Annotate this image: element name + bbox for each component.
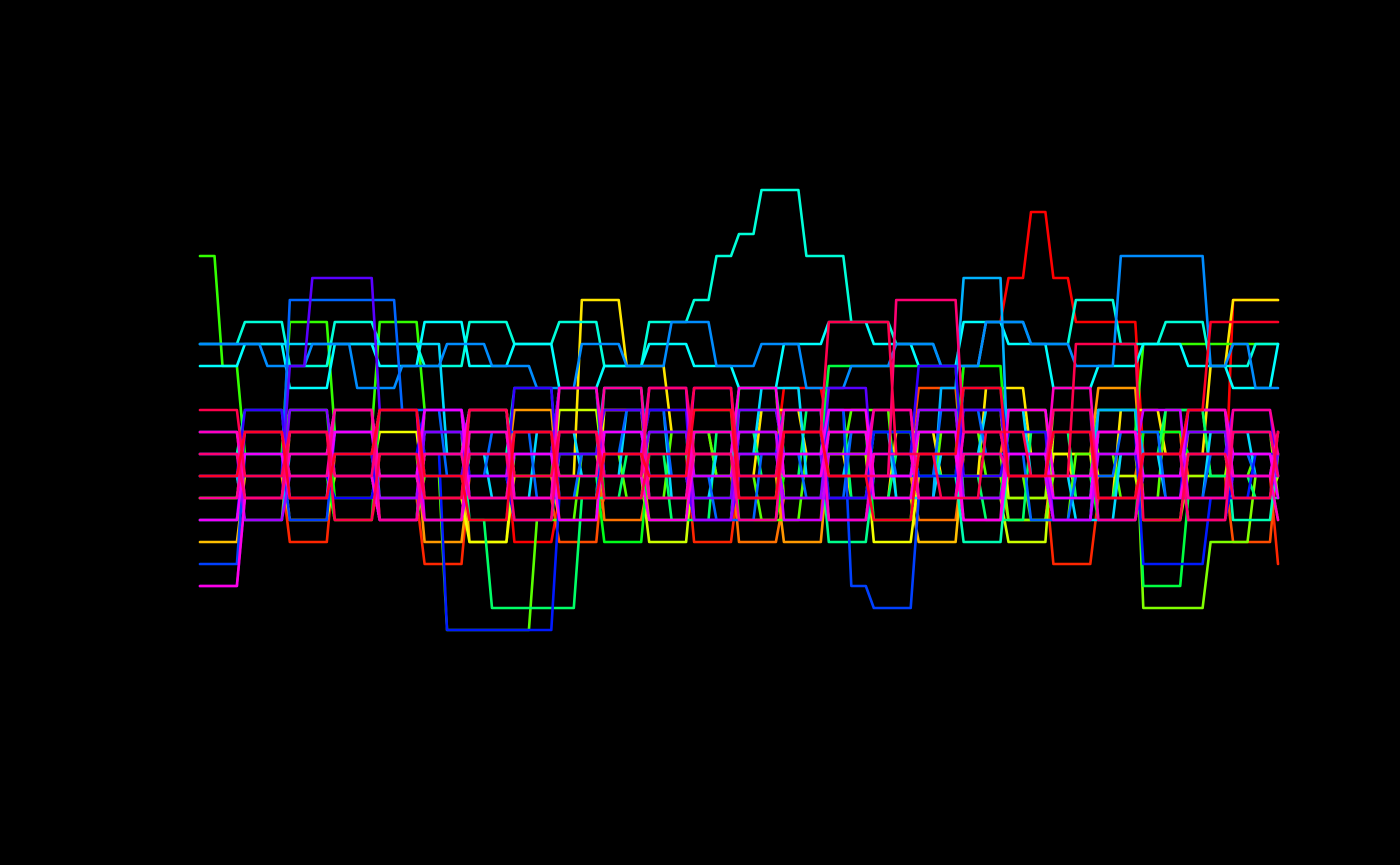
series-line-36 [198, 386, 1280, 522]
series-line-38 [198, 320, 1280, 522]
series-line-39 [198, 320, 1280, 522]
series-line-23 [198, 254, 1280, 390]
